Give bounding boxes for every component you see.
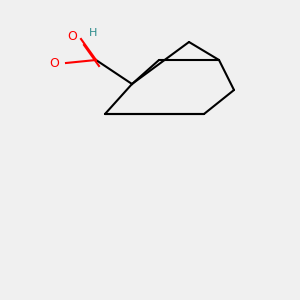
Text: O: O xyxy=(67,29,77,43)
Text: H: H xyxy=(89,28,97,38)
Text: O: O xyxy=(49,56,59,70)
